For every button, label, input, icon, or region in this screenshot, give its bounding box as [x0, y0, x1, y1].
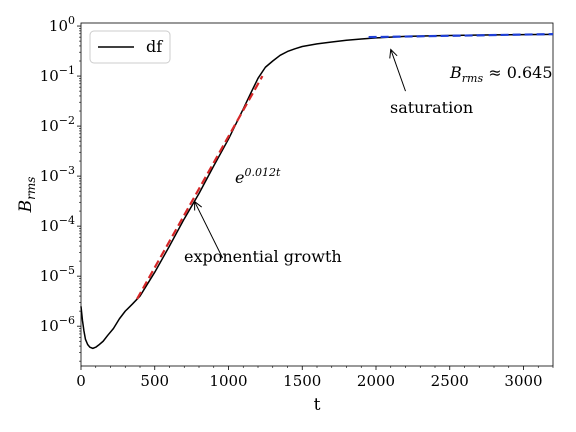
y-tick-base: 10 [40, 317, 59, 335]
fit-line-exponential [136, 75, 264, 300]
annotation-saturation-value: Brms ≈ 0.645 [449, 63, 553, 85]
y-tick-exponent: −6 [59, 314, 75, 327]
legend-label-df: df [146, 37, 163, 56]
legend: df [89, 30, 171, 64]
y-axis-title: Brms [16, 177, 38, 214]
x-tick-label: 500 [140, 372, 169, 390]
sat-value-base: B [449, 63, 462, 82]
y-tick-label: 10−2 [40, 114, 75, 135]
x-tick-label: 1500 [283, 372, 321, 390]
x-tick-label: 2000 [357, 372, 395, 390]
annotation-arrowhead-growth [194, 200, 202, 211]
sat-value-rest: ≈ 0.645 [483, 63, 552, 82]
y-tick-label: 100 [49, 14, 75, 35]
y-tick-exponent: −4 [59, 214, 75, 227]
x-axis-title: t [314, 395, 321, 415]
fit-line-saturation [368, 33, 554, 39]
annotation-arrow-growth [194, 201, 224, 259]
annotations: exponential growth saturation e0.012t Br… [184, 48, 553, 266]
y-tick-label: 10−6 [40, 314, 75, 335]
y-tick-base: 10 [40, 217, 59, 235]
annotation-arrow-saturation [390, 49, 406, 92]
x-tick-label: 2500 [431, 372, 469, 390]
y-tick-base: 10 [40, 67, 59, 85]
x-axis: 0 500 1000 1500 2000 2500 3000 [76, 366, 554, 390]
y-tick-exponent: 0 [68, 14, 75, 27]
y-tick-label: 10−5 [40, 264, 75, 285]
annotation-saturation: saturation [390, 98, 473, 117]
growth-rate-base: e [235, 168, 244, 187]
x-tick-label: 0 [76, 372, 86, 390]
y-tick-exponent: −2 [59, 114, 75, 127]
x-tick-label: 3000 [504, 372, 542, 390]
y-axis-title-sub: rms [24, 177, 38, 200]
x-tick-label: 1000 [209, 372, 247, 390]
y-tick-base: 10 [49, 17, 68, 35]
y-tick-label: 10−4 [40, 214, 75, 235]
y-tick-label: 10−1 [40, 64, 75, 85]
growth-rate-exponent: 0.012t [244, 166, 280, 179]
y-tick-label: 10−3 [40, 164, 75, 185]
annotation-growth-rate: e0.012t [235, 166, 281, 187]
annotation-exponential-growth: exponential growth [184, 247, 342, 266]
y-tick-base: 10 [40, 167, 59, 185]
y-tick-base: 10 [40, 267, 59, 285]
y-tick-exponent: −5 [59, 264, 75, 277]
y-axis-title-base: B [16, 200, 36, 214]
annotation-arrowhead-saturation [389, 48, 398, 59]
y-tick-exponent: −1 [59, 64, 75, 77]
sat-value-sub: rms [462, 72, 484, 85]
y-tick-exponent: −3 [59, 164, 75, 177]
y-tick-base: 10 [40, 117, 59, 135]
series-layer [80, 33, 554, 350]
